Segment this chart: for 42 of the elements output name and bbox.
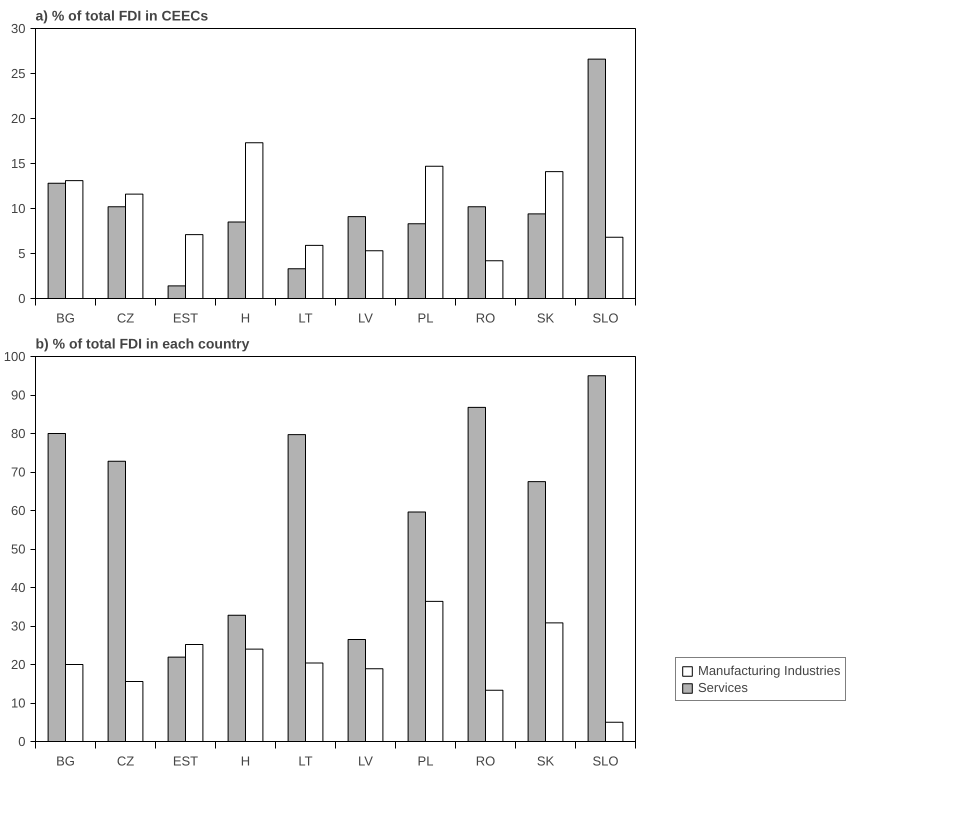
x-tick-label: SLO	[592, 310, 619, 326]
y-tick-label: 0	[18, 734, 26, 749]
x-tick-label: RO	[476, 310, 496, 326]
x-tick-label: EST	[172, 754, 198, 768]
x-tick-label: LV	[358, 754, 374, 768]
y-tick-label: 70	[11, 464, 26, 480]
x-tick-label: SK	[536, 310, 554, 326]
x-tick-label: H	[240, 310, 250, 326]
x-tick-label: CZ	[116, 310, 134, 326]
x-tick-label: CZ	[116, 754, 134, 768]
y-tick-label: 5	[18, 246, 26, 261]
y-tick-label: 20	[11, 657, 26, 672]
y-tick-label: 40	[11, 580, 26, 595]
y-tick-label: 90	[11, 388, 26, 402]
x-tick-label: SK	[536, 754, 554, 768]
y-tick-label: 15	[11, 156, 26, 171]
y-tick-label: 50	[11, 542, 26, 556]
y-tick-label: 10	[11, 201, 26, 216]
y-tick-label: 60	[11, 503, 26, 518]
y-tick-label: 30	[11, 21, 26, 36]
y-tick-label: 100	[4, 349, 26, 364]
x-tick-label: LT	[298, 310, 313, 326]
y-tick-label: 20	[11, 111, 26, 126]
x-tick-label: SLO	[592, 754, 619, 768]
x-tick-label: LT	[298, 754, 313, 768]
x-tick-label: PL	[418, 754, 434, 768]
y-tick-label: 80	[11, 426, 26, 441]
x-tick-label: EST	[172, 310, 198, 326]
chart-title: a) % of total FDI in CEECs	[36, 8, 208, 24]
legend-label: Services	[698, 680, 748, 695]
x-tick-label: PL	[418, 310, 434, 326]
x-tick-label: BG	[56, 754, 75, 768]
x-tick-label: RO	[476, 754, 496, 768]
y-tick-label: 10	[11, 696, 26, 710]
y-tick-label: 25	[11, 66, 26, 81]
x-tick-label: H	[240, 754, 250, 768]
legend-label: Manufacturing Industries	[698, 663, 840, 678]
y-tick-label: 0	[18, 291, 26, 306]
chart-title: b) % of total FDI in each country	[36, 336, 250, 352]
x-tick-label: BG	[56, 310, 75, 326]
x-tick-label: LV	[358, 310, 374, 326]
y-tick-label: 30	[11, 618, 26, 634]
